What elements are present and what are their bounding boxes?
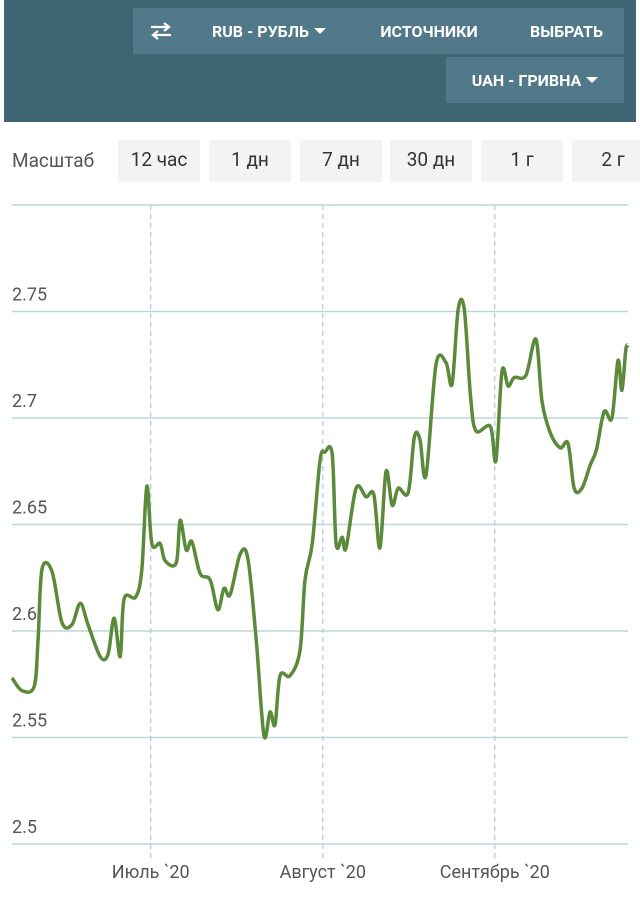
y-tick-label: 2.6: [12, 604, 37, 625]
series-line: [10, 297, 630, 740]
sources-button[interactable]: ИСТОЧНИКИ: [349, 8, 509, 54]
label: UAH - ГРИВНА: [471, 70, 582, 90]
currency-to-button[interactable]: UAH - ГРИВНА: [446, 57, 624, 103]
x-tick-label: Август `20: [280, 862, 366, 883]
y-tick-label: 2.5: [12, 817, 37, 838]
x-tick-label: Июль `20: [112, 862, 190, 883]
scale-option[interactable]: 1 дн: [209, 140, 291, 182]
label: ВЫБРАТЬ: [530, 21, 603, 41]
currency-from-button[interactable]: RUB - РУБЛЬ: [189, 8, 349, 54]
swap-icon: [151, 22, 171, 40]
scale-option[interactable]: 12 час: [118, 140, 200, 182]
y-tick-label: 2.7: [12, 391, 37, 412]
scale-option[interactable]: 30 дн: [390, 140, 472, 182]
scale-option[interactable]: 7 дн: [300, 140, 382, 182]
header: RUB - РУБЛЬ ИСТОЧНИКИ ВЫБРАТЬ UAH - ГРИВ…: [4, 0, 636, 122]
label: ИСТОЧНИКИ: [380, 21, 478, 41]
y-tick-label: 2.55: [12, 711, 47, 732]
scale-label: Масштаб: [12, 149, 95, 172]
label: RUB - РУБЛЬ: [212, 21, 309, 41]
x-tick-label: Сентябрь `20: [440, 862, 550, 883]
scale-option[interactable]: 2 г: [572, 140, 640, 182]
y-tick-label: 2.75: [12, 285, 47, 306]
choose-button[interactable]: ВЫБРАТЬ: [509, 8, 624, 54]
y-tick-label: 2.65: [12, 498, 47, 519]
swap-button[interactable]: [133, 8, 189, 54]
scale-option[interactable]: 1 г: [481, 140, 563, 182]
